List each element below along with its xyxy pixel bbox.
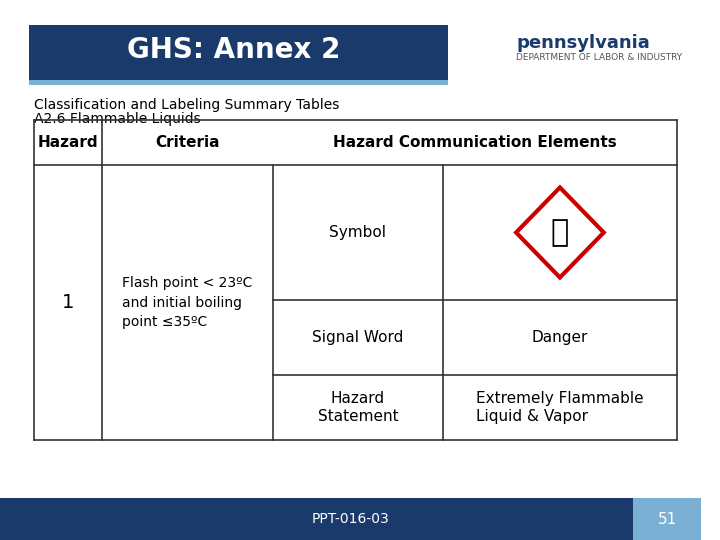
Text: Flash point < 23ºC
and initial boiling
point ≤35ºC: Flash point < 23ºC and initial boiling p… xyxy=(122,276,253,329)
Text: Criteria: Criteria xyxy=(156,135,220,150)
Text: GHS: Annex 2: GHS: Annex 2 xyxy=(127,36,341,64)
Text: pennsylvania: pennsylvania xyxy=(516,34,650,52)
FancyBboxPatch shape xyxy=(633,498,701,540)
Text: Hazard Communication Elements: Hazard Communication Elements xyxy=(333,135,616,150)
Text: Signal Word: Signal Word xyxy=(312,330,403,345)
Text: PPT-016-03: PPT-016-03 xyxy=(312,512,390,526)
Text: Classification and Labeling Summary Tables: Classification and Labeling Summary Tabl… xyxy=(34,98,339,112)
Text: 51: 51 xyxy=(657,511,677,526)
Text: 🔥: 🔥 xyxy=(551,218,569,247)
FancyBboxPatch shape xyxy=(30,80,448,85)
Text: A2.6 Flammable Liquids: A2.6 Flammable Liquids xyxy=(34,112,201,126)
FancyBboxPatch shape xyxy=(0,498,701,540)
Text: Symbol: Symbol xyxy=(329,225,387,240)
FancyBboxPatch shape xyxy=(30,25,448,80)
Text: Hazard
Statement: Hazard Statement xyxy=(318,392,398,424)
Text: DEPARTMENT OF LABOR & INDUSTRY: DEPARTMENT OF LABOR & INDUSTRY xyxy=(516,52,683,62)
Text: Danger: Danger xyxy=(532,330,588,345)
Text: 1: 1 xyxy=(62,293,74,312)
Text: Extremely Flammable
Liquid & Vapor: Extremely Flammable Liquid & Vapor xyxy=(476,392,644,424)
Text: Hazard: Hazard xyxy=(38,135,99,150)
